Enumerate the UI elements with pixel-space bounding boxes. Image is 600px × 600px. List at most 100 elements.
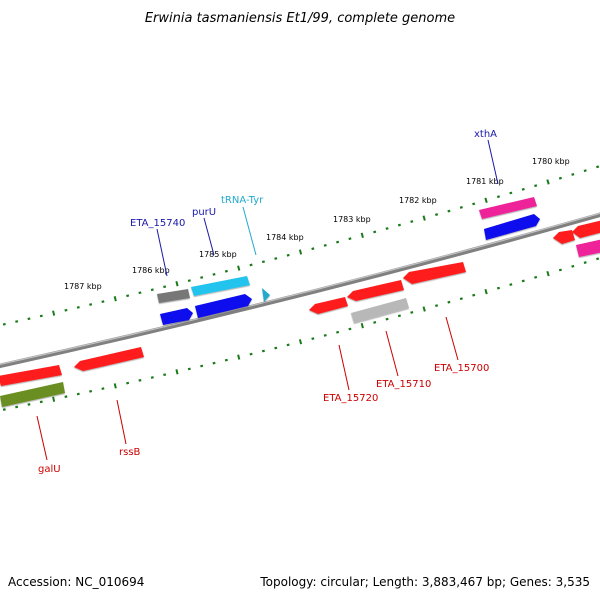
gene-forward-blue-2[interactable] (195, 294, 252, 318)
minor-tick (138, 378, 142, 382)
minor-tick (373, 230, 377, 234)
minor-tick (435, 304, 439, 308)
minor-tick (311, 337, 315, 340)
label-eta15740: ETA_15740 (130, 218, 185, 229)
minor-tick (435, 213, 439, 216)
leader-line-xtha (487, 139, 499, 185)
minor-tick (261, 349, 265, 353)
minor-tick (274, 346, 278, 350)
minor-tick (410, 311, 414, 314)
gene-galu[interactable] (0, 382, 65, 407)
gene-right-edge-pink[interactable] (576, 239, 600, 257)
gene-reverse-red-right-1[interactable] (553, 230, 575, 244)
minor-tick (274, 257, 278, 260)
label-puru: purU (192, 207, 216, 218)
minor-tick (596, 257, 600, 261)
minor-tick (2, 322, 6, 326)
scale-label-1786: 1786 kbp (132, 266, 170, 275)
minor-tick (336, 330, 340, 334)
minor-tick (15, 405, 19, 409)
gene-reverse-red-right-2[interactable] (572, 220, 600, 238)
minor-tick (261, 260, 265, 264)
minor-tick (571, 264, 575, 268)
minor-tick (286, 343, 290, 347)
gene-puru[interactable] (191, 276, 250, 296)
gene-reverse-red-left-edge[interactable] (0, 365, 62, 386)
gene-eta15700[interactable] (403, 262, 466, 284)
minor-tick (39, 314, 43, 318)
label-eta15720: ETA_15720 (323, 393, 378, 404)
trna-tyr-feature[interactable] (262, 288, 270, 302)
major-tick (422, 215, 426, 221)
minor-tick (138, 291, 142, 295)
minor-tick (336, 240, 340, 244)
gene-eta15740[interactable] (157, 289, 190, 303)
minor-tick (224, 269, 228, 273)
gene-forward-blue-1[interactable] (160, 308, 193, 325)
minor-tick (496, 195, 501, 199)
major-tick (175, 369, 179, 375)
gene-eta15710[interactable] (347, 280, 404, 301)
gene-eta15720[interactable] (309, 297, 348, 314)
major-tick (52, 396, 56, 402)
minor-tick (534, 275, 538, 279)
leader-line-puru (203, 217, 215, 256)
minor-tick (410, 220, 414, 223)
major-tick (422, 306, 426, 312)
minor-tick (200, 276, 204, 279)
minor-tick (397, 223, 401, 227)
minor-tick (534, 184, 538, 188)
label-eta15700: ETA_15700 (434, 363, 489, 374)
leader-line-eta15740 (156, 228, 168, 277)
minor-tick (126, 381, 130, 385)
label-xtha: xthA (474, 129, 497, 140)
scale-label-1787: 1787 kbp (64, 282, 102, 291)
major-tick (298, 339, 303, 345)
minor-tick (397, 314, 401, 318)
minor-tick (76, 306, 80, 309)
label-galu: galU (38, 464, 61, 475)
major-tick (546, 270, 550, 277)
leader-line-eta15720 (338, 344, 350, 391)
minor-tick (596, 165, 600, 169)
backbone-highlight (0, 212, 600, 366)
minor-tick (521, 279, 525, 283)
gene-forward-blue-3[interactable] (484, 214, 540, 240)
minor-tick (150, 376, 154, 379)
scale-label-1781: 1781 kbp (466, 177, 504, 186)
minor-tick (39, 400, 43, 404)
minor-tick (583, 261, 587, 264)
leader-line-eta15700 (445, 316, 459, 361)
minor-tick (496, 286, 501, 290)
major-tick (113, 383, 117, 389)
minor-tick (286, 253, 290, 257)
minor-tick (212, 273, 216, 276)
minor-tick (385, 227, 389, 230)
genome-backbone (0, 212, 600, 369)
minor-tick (459, 297, 463, 301)
label-eta15710: ETA_15710 (376, 379, 431, 390)
gene-reverse-lightgray[interactable] (351, 298, 409, 323)
minor-tick (472, 202, 476, 206)
minor-tick (101, 387, 105, 390)
label-trna-tyr: tRNA-Tyr (221, 195, 264, 206)
minor-tick (126, 294, 130, 298)
minor-tick (2, 408, 6, 411)
minor-tick (76, 392, 80, 396)
gene-rssb[interactable] (74, 347, 144, 371)
genome-stats-label: Topology: circular; Length: 3,883,467 bp… (259, 575, 590, 589)
minor-tick (323, 244, 327, 247)
minor-tick (558, 176, 562, 180)
minor-tick (27, 403, 31, 406)
major-tick (237, 265, 241, 271)
minor-tick (187, 367, 191, 371)
minor-tick (200, 364, 204, 368)
minor-tick (447, 300, 451, 304)
major-tick (484, 197, 488, 203)
minor-tick (472, 293, 476, 297)
minor-tick (64, 395, 68, 398)
gene-xtha[interactable] (479, 197, 537, 219)
scale-label-1780: 1780 kbp (532, 157, 570, 166)
leader-line-trna-tyr (242, 206, 257, 256)
